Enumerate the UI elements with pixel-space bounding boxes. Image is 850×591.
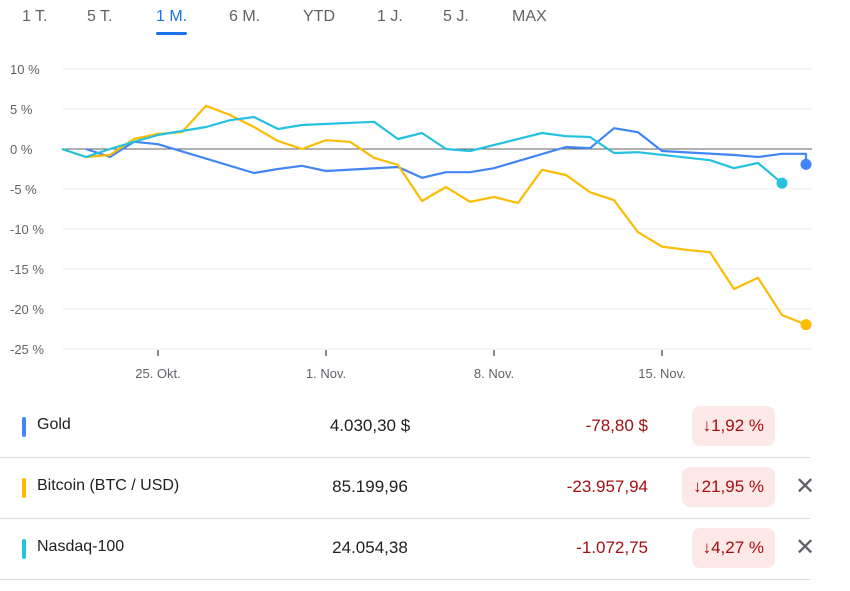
y-tick-label: -25 % xyxy=(10,342,44,357)
comparison-chart[interactable]: 10 % 5 % 0 % -5 % -10 % -15 % -20 % -25 % 25. Ok… xyxy=(0,0,850,390)
remove-series-button[interactable]: ✕ xyxy=(795,473,816,500)
series-line-bitcoin-btc-usd- xyxy=(61,104,807,326)
y-tick-label: -5 % xyxy=(10,182,37,197)
x-tick-label: 8. Nov. xyxy=(474,366,514,381)
legend-row[interactable]: Bitcoin (BTC / USD) 85.199,96 -23.957,94… xyxy=(0,458,815,519)
series-price: 85.199,96 xyxy=(332,477,408,496)
x-tick-label: 15. Nov. xyxy=(638,366,685,381)
percent-change-badge: ↓4,27 % xyxy=(691,528,775,568)
series-name: Bitcoin (BTC / USD) xyxy=(37,477,180,494)
y-tick-label: -15 % xyxy=(10,262,44,277)
series-change: -78,80 $ xyxy=(585,416,648,435)
series-line-nasdaq-100 xyxy=(61,115,783,185)
series-price: 4.030,30 $ xyxy=(329,416,411,435)
series-name: Nasdaq-100 xyxy=(37,538,125,555)
tab-6-months[interactable]: 6 M. xyxy=(229,8,261,25)
x-tick-label: 25. Okt. xyxy=(135,366,181,381)
series-end-dot xyxy=(800,158,812,170)
y-tick-label: 10 % xyxy=(10,62,40,77)
series-color-marker xyxy=(22,478,26,498)
series-color-marker xyxy=(22,539,26,559)
tab-ytd[interactable]: YTD xyxy=(303,8,335,25)
tab-1-day[interactable]: 1 T. xyxy=(22,8,48,25)
y-tick-label: 0 % xyxy=(10,142,33,157)
tab-5-days[interactable]: 5 T. xyxy=(87,8,113,25)
y-tick-label: 5 % xyxy=(10,102,33,117)
tab-1-year[interactable]: 1 J. xyxy=(377,8,403,25)
series-end-dot xyxy=(800,319,812,331)
y-tick-label: -20 % xyxy=(10,302,44,317)
tab-1-month[interactable]: 1 M. xyxy=(156,8,188,35)
series-line-gold xyxy=(85,127,808,179)
percent-change-badge: ↓21,95 % xyxy=(682,467,775,507)
tab-5-years[interactable]: 5 J. xyxy=(443,8,469,25)
tab-max[interactable]: MAX xyxy=(512,8,547,25)
remove-series-button[interactable]: ✕ xyxy=(795,534,816,561)
series-name: Gold xyxy=(37,416,71,433)
y-tick-label: -10 % xyxy=(10,222,44,237)
series-color-marker xyxy=(22,417,26,437)
series-price: 24.054,38 xyxy=(332,538,408,557)
series-change: -1.072,75 xyxy=(576,538,648,557)
legend-row[interactable]: Nasdaq-100 24.054,38 -1.072,75 ↓4,27 % ✕ xyxy=(0,519,815,580)
x-tick-label: 1. Nov. xyxy=(306,366,346,381)
legend-row[interactable]: Gold 4.030,30 $ -78,80 $ ↓1,92 % xyxy=(0,397,810,458)
series-change: -23.957,94 xyxy=(566,477,648,496)
series-end-dot xyxy=(776,177,788,189)
percent-change-badge: ↓1,92 % xyxy=(691,406,775,446)
